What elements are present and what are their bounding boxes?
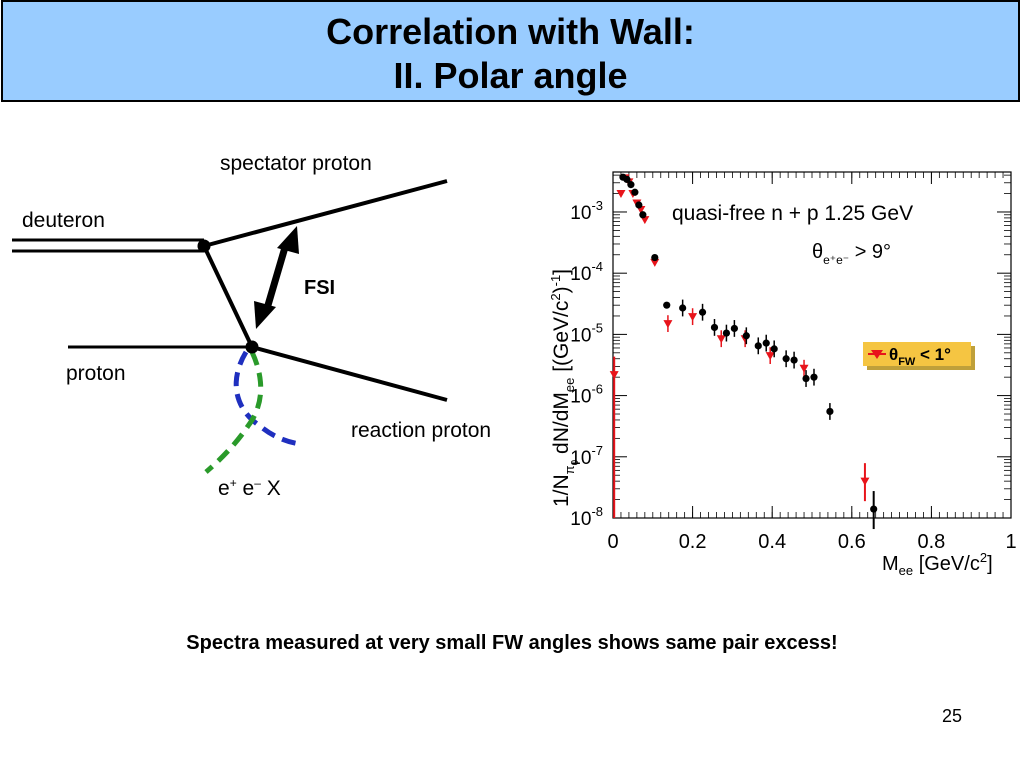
data-point-red <box>663 320 673 329</box>
data-point-red <box>650 258 660 267</box>
data-point-red <box>799 364 809 373</box>
data-point-black <box>722 329 731 337</box>
spectator-proton-label: spectator proton <box>220 152 372 175</box>
y-tick-label: 10-6 <box>570 382 603 408</box>
x-axis-label: Mee [GeV/c2] <box>882 550 993 578</box>
data-point-black <box>754 342 762 350</box>
mass-spectrum-chart: 1/Nπ0 dN/dMee [(GeV/c2)-1] 10-310-410-51… <box>548 171 1017 578</box>
x-tick-labels: 0 0.2 0.4 0.6 0.8 1 <box>607 531 1016 553</box>
internal-line <box>202 245 254 348</box>
page-number: 25 <box>941 706 962 726</box>
y-tick-labels: 10-3 10-4 10-5 10-6 10-7 10-8 <box>570 198 603 530</box>
ee-x-label: e+ e– X <box>218 476 281 500</box>
electron-curve-blue <box>233 350 301 447</box>
deuteron-label: deuteron <box>22 209 105 232</box>
legend: θFW < 1° <box>863 342 975 370</box>
vertex-upper <box>197 239 211 253</box>
fsi-arrow-shaft <box>262 243 290 313</box>
data-point-black <box>782 355 790 363</box>
data-point-red <box>688 313 698 322</box>
legend-label: θFW < 1° <box>889 345 951 368</box>
data-point-black <box>651 253 659 262</box>
data-point-black <box>730 324 738 333</box>
title-line-1: Correlation with Wall: <box>326 11 695 52</box>
data-point-red <box>860 477 870 486</box>
data-point-black <box>762 339 770 347</box>
chart-annotation: quasi-free n + p 1.25 GeV <box>672 202 913 225</box>
data-point-black <box>790 356 798 364</box>
x-tick-label: 0.4 <box>758 531 786 553</box>
proton-label: proton <box>66 362 126 385</box>
data-point-red <box>765 352 775 361</box>
legend-marker <box>871 350 883 359</box>
data-point-black <box>639 211 647 219</box>
reaction-line <box>251 345 448 402</box>
slide-title: Correlation with Wall: II. Polar angle <box>1 0 1020 102</box>
data-point-black <box>710 323 719 332</box>
y-tick-label: 10-5 <box>570 320 603 346</box>
fsi-arrow-head-bottom <box>254 301 276 329</box>
fsi-diagram <box>12 179 448 474</box>
y-tick-label: 10-3 <box>570 198 603 224</box>
data-point-black <box>635 201 643 209</box>
data-point-black <box>663 301 671 309</box>
electron-curve-green <box>204 350 264 474</box>
reaction-proton-label: reaction proton <box>351 419 492 442</box>
title-line-2: II. Polar angle <box>393 55 628 96</box>
data-point-black <box>631 188 639 196</box>
data-point-black <box>802 374 810 383</box>
data-point-black <box>679 304 687 312</box>
y-tick-label: 10-7 <box>570 443 603 469</box>
data-point-black <box>810 373 818 381</box>
x-tick-label: 0 <box>607 531 618 553</box>
data-point-black <box>742 332 750 340</box>
data-point-black <box>870 505 878 513</box>
y-tick-label: 10-8 <box>570 504 603 530</box>
spectator-line <box>203 179 448 248</box>
data-point-black <box>623 175 631 184</box>
conclusion-text: Spectra measured at very small FW angles… <box>186 632 838 654</box>
data-point-red <box>616 190 626 199</box>
series-red <box>609 174 870 518</box>
data-point-black <box>698 308 707 316</box>
x-tick-label: 0.2 <box>679 531 707 553</box>
data-point-black <box>770 345 778 353</box>
data-point-black <box>826 407 834 416</box>
fsi-arrow-head-top <box>277 226 299 254</box>
y-tick-label: 10-4 <box>570 259 603 285</box>
cut-annotation: θe⁺e⁻ > 9° <box>812 241 891 267</box>
series-black <box>619 173 878 530</box>
data-point-black <box>627 181 635 189</box>
x-tick-label: 0.8 <box>917 531 945 553</box>
fsi-label: FSI <box>304 277 336 299</box>
x-tick-label: 1 <box>1005 531 1016 553</box>
data-point-red <box>716 335 726 344</box>
data-point-red <box>609 371 619 380</box>
x-tick-label: 0.6 <box>838 531 866 553</box>
vertex-lower <box>245 340 259 354</box>
